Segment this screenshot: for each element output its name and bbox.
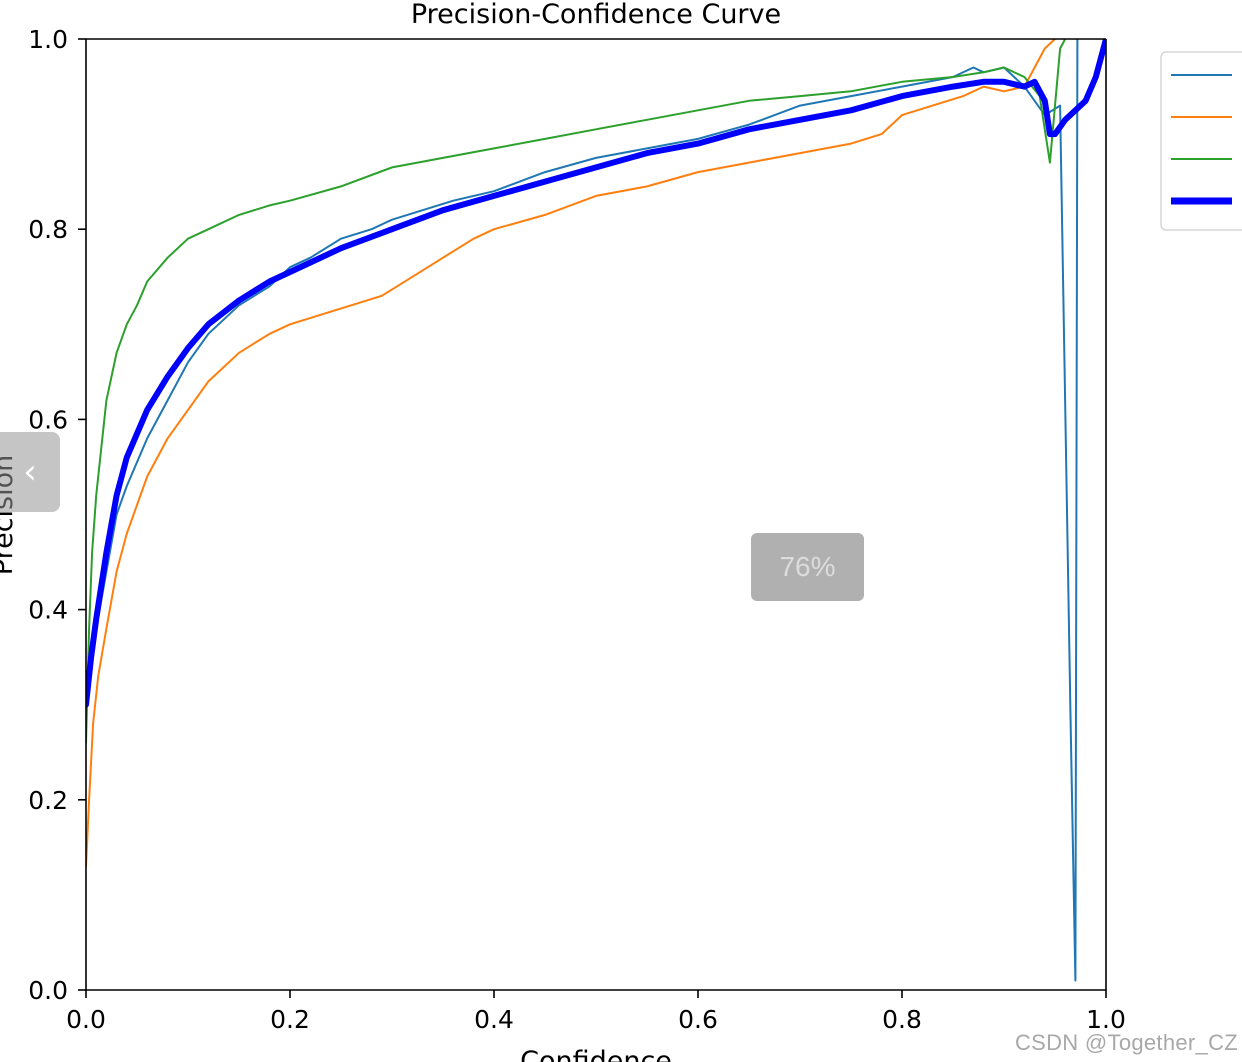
- chart-title: Precision-Confidence Curve: [411, 0, 781, 30]
- previous-image-button[interactable]: ‹: [0, 432, 60, 512]
- x-tick-label: 0.6: [678, 1005, 718, 1034]
- x-tick-label: 1.0: [1086, 1005, 1126, 1034]
- series-line-1: [86, 39, 1079, 982]
- x-axis-title: Confidence: [520, 1046, 672, 1062]
- y-tick-label: 0.0: [28, 976, 68, 1005]
- x-tick-label: 0.2: [270, 1005, 310, 1034]
- x-tick-label: 0.0: [66, 1005, 106, 1034]
- series-line-4: [86, 39, 1106, 708]
- plot-area: 0.0 0.2 0.4 0.6 0.8 1.0 0.0 0.2 0.4 0.6 0.8 1.0: [28, 25, 1126, 1034]
- legend: [1160, 51, 1242, 231]
- x-tick-label: 0.8: [882, 1005, 922, 1034]
- y-tick-label: 0.6: [28, 405, 68, 434]
- y-tick-label: 0.4: [28, 596, 68, 625]
- y-tick-label: 0.2: [28, 786, 68, 815]
- x-tick-label: 0.4: [474, 1005, 514, 1034]
- y-tick-label: 1.0: [28, 25, 68, 54]
- zoom-level-badge: 76%: [751, 533, 864, 601]
- series-lines: [86, 39, 1106, 982]
- chevron-left-icon: ‹: [23, 452, 37, 492]
- series-line-3: [86, 39, 1067, 744]
- y-tick-label: 0.8: [28, 215, 68, 244]
- series-line-2: [86, 39, 1056, 868]
- legend-frame: [1160, 51, 1242, 231]
- watermark: CSDN @Together_CZ: [1014, 1030, 1238, 1055]
